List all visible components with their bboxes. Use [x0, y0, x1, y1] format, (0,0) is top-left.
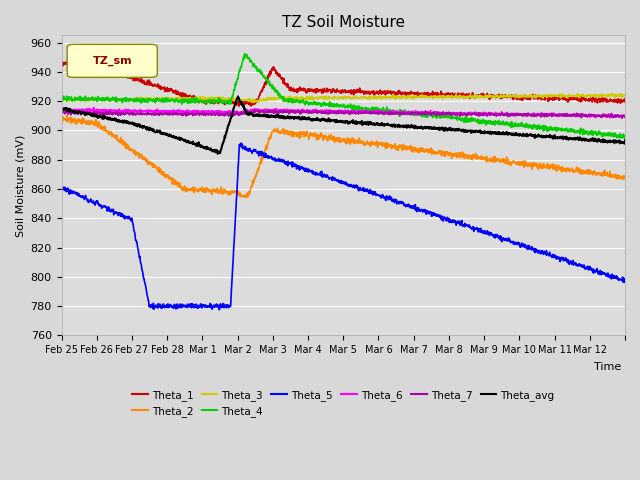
Theta_3 [346, 95, 354, 100]
X-axis label: Time: Time [595, 362, 621, 372]
Theta_1 [236, 103, 243, 109]
Theta_1 [347, 89, 355, 95]
Theta_1 [621, 99, 629, 105]
Theta_7 [313, 108, 321, 114]
Line: Theta_6: Theta_6 [61, 108, 625, 118]
Theta_4 [313, 101, 321, 107]
Theta_3 [68, 97, 76, 103]
Theta_1 [68, 59, 76, 64]
Theta_avg [313, 115, 321, 120]
Theta_2 [347, 141, 355, 146]
Theta_6 [585, 111, 593, 117]
Theta_4 [585, 130, 593, 135]
Y-axis label: Soil Moisture (mV): Soil Moisture (mV) [15, 134, 25, 237]
Theta_1 [159, 85, 166, 91]
Theta_3 [608, 91, 616, 96]
Theta_6 [68, 107, 76, 113]
Theta_2 [68, 119, 76, 124]
Theta_avg [621, 137, 629, 143]
Theta_5 [237, 140, 244, 146]
Legend: Theta_1, Theta_2, Theta_3, Theta_4, Theta_5, Theta_6, Theta_7, Theta_avg: Theta_1, Theta_2, Theta_3, Theta_4, Thet… [128, 385, 559, 421]
Theta_5 [586, 266, 593, 272]
Theta_3 [585, 93, 593, 98]
Theta_2 [242, 195, 250, 201]
Theta_3 [621, 93, 629, 98]
Theta_7 [446, 110, 454, 116]
Line: Theta_3: Theta_3 [61, 94, 625, 102]
Line: Theta_5: Theta_5 [61, 143, 625, 310]
Line: Theta_2: Theta_2 [61, 115, 625, 198]
Theta_3 [313, 95, 321, 101]
Theta_7 [585, 112, 593, 118]
Theta_avg [159, 131, 166, 137]
Theta_2 [621, 175, 629, 181]
Theta_4 [446, 115, 454, 120]
Theta_avg [347, 119, 355, 125]
Theta_avg [447, 127, 454, 132]
FancyBboxPatch shape [67, 44, 157, 77]
Theta_1 [586, 96, 593, 101]
Theta_6 [621, 115, 629, 120]
Theta_4 [58, 96, 65, 101]
Theta_4 [621, 133, 629, 139]
Text: TZ_sm: TZ_sm [92, 56, 132, 66]
Theta_6 [313, 108, 321, 113]
Theta_4 [620, 135, 628, 141]
Theta_avg [58, 106, 65, 112]
Theta_6 [90, 105, 97, 110]
Theta_1 [58, 60, 65, 66]
Theta_2 [159, 169, 166, 175]
Theta_5 [216, 307, 223, 312]
Theta_2 [58, 116, 65, 122]
Theta_4 [68, 97, 76, 103]
Theta_avg [234, 94, 242, 99]
Theta_1 [447, 93, 454, 99]
Theta_7 [266, 107, 274, 112]
Theta_5 [313, 170, 321, 176]
Theta_2 [63, 112, 71, 118]
Theta_7 [346, 108, 354, 114]
Theta_1 [313, 86, 321, 92]
Theta_5 [58, 183, 65, 189]
Theta_6 [607, 115, 615, 120]
Theta_5 [447, 217, 454, 223]
Theta_5 [347, 181, 355, 187]
Theta_6 [58, 107, 65, 113]
Line: Theta_7: Theta_7 [61, 109, 625, 118]
Title: TZ Soil Moisture: TZ Soil Moisture [282, 15, 404, 30]
Theta_avg [586, 138, 593, 144]
Theta_3 [159, 96, 166, 101]
Theta_7 [58, 110, 65, 116]
Theta_avg [68, 108, 76, 114]
Line: Theta_1: Theta_1 [61, 61, 625, 106]
Theta_5 [68, 191, 76, 196]
Theta_3 [58, 97, 65, 103]
Theta_4 [346, 104, 354, 109]
Theta_2 [586, 167, 593, 172]
Theta_4 [159, 98, 166, 104]
Theta_7 [159, 111, 166, 117]
Theta_7 [621, 113, 629, 119]
Theta_6 [446, 110, 454, 116]
Line: Theta_4: Theta_4 [61, 54, 625, 138]
Theta_7 [618, 115, 626, 121]
Theta_2 [313, 132, 321, 138]
Theta_7 [68, 109, 76, 115]
Theta_3 [446, 95, 454, 100]
Theta_1 [68, 61, 76, 67]
Theta_avg [214, 151, 221, 156]
Theta_3 [250, 99, 258, 105]
Theta_6 [346, 110, 354, 116]
Theta_2 [447, 151, 454, 156]
Theta_5 [621, 278, 629, 284]
Line: Theta_avg: Theta_avg [61, 96, 625, 154]
Theta_5 [159, 302, 166, 308]
Theta_6 [159, 108, 166, 114]
Theta_4 [241, 51, 248, 57]
